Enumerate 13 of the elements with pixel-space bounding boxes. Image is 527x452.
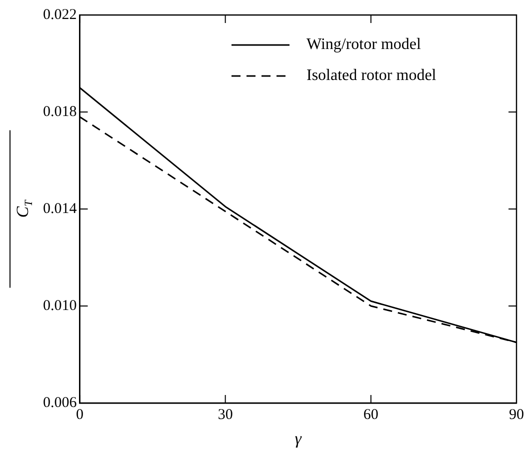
legend-label: Wing/rotor model: [306, 36, 422, 54]
x-tick-label: 60: [363, 406, 378, 423]
y-tick-label: 0.022: [43, 6, 77, 23]
x-tick-label: 0: [76, 406, 84, 423]
y-tick-label: 0.014: [43, 200, 78, 217]
legend-label: Isolated rotor model: [306, 67, 437, 84]
y-tick-label: 0.010: [43, 298, 77, 314]
x-axis-title: γ: [294, 428, 303, 448]
x-tick-label: 90: [509, 406, 524, 423]
x-tick-label: 30: [218, 406, 233, 423]
y-axis-title: CT: [13, 199, 35, 218]
y-tick-label: 0.018: [43, 104, 77, 120]
y-tick-label: 0.006: [43, 394, 78, 411]
